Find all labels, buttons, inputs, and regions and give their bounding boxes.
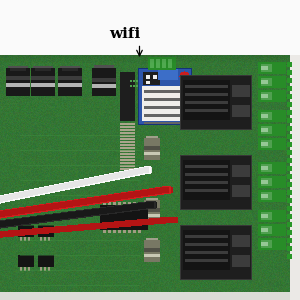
Text: wifi: wifi bbox=[109, 28, 140, 41]
